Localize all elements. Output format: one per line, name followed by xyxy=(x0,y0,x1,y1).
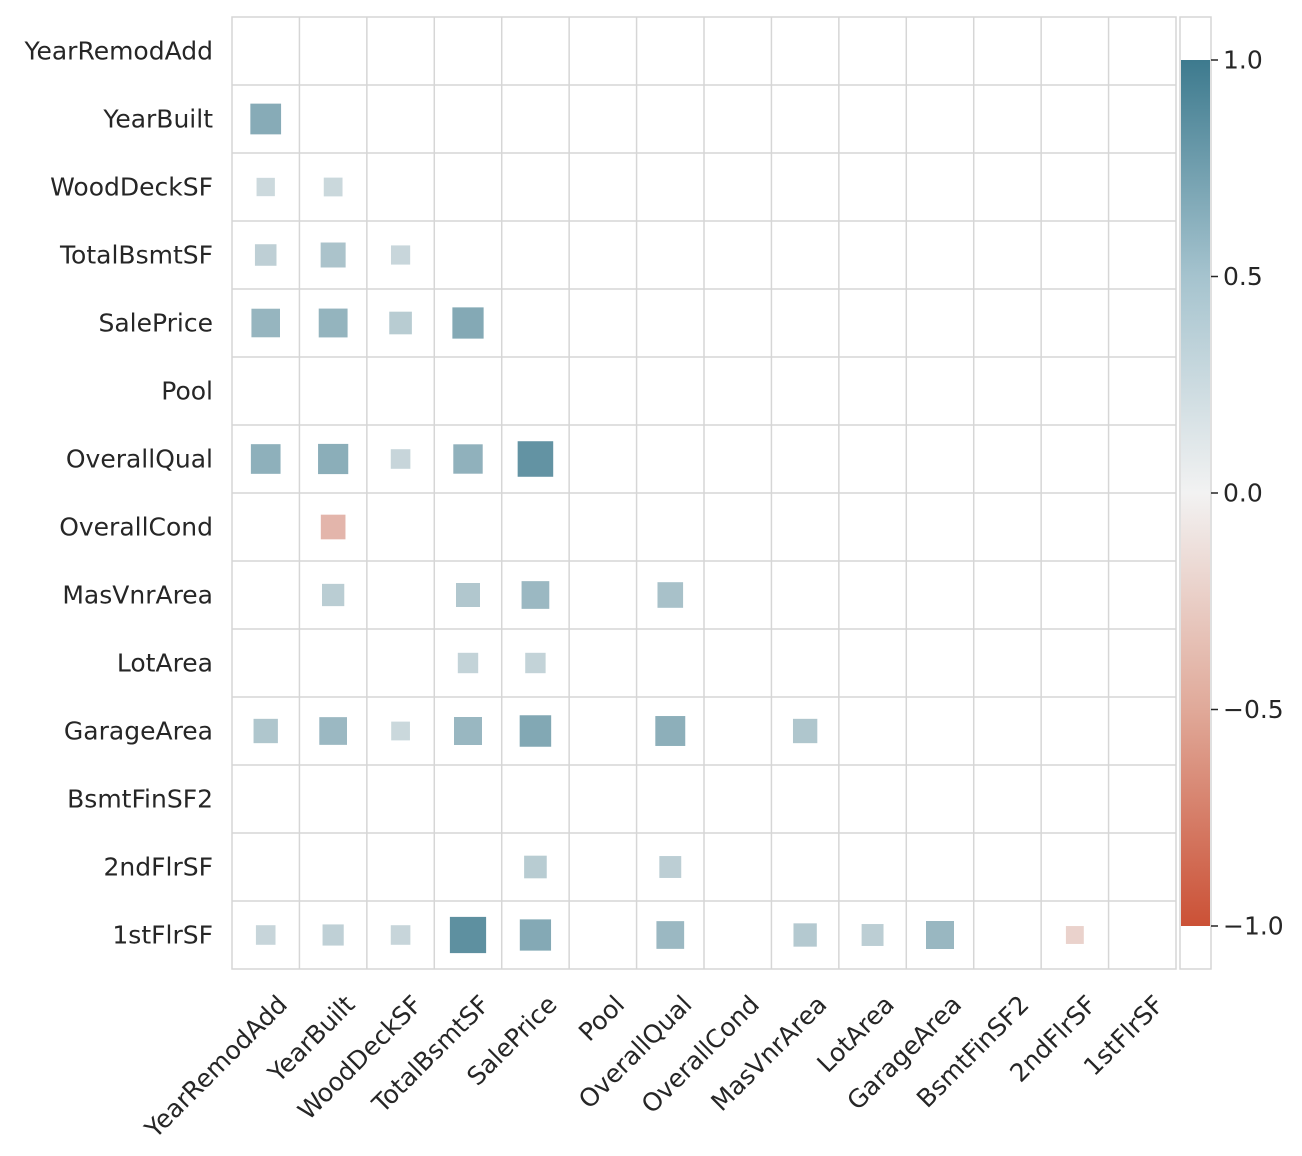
plot-border xyxy=(231,16,1177,970)
colorbar-tick-label: −1.0 xyxy=(1223,912,1284,941)
heatmap-cell xyxy=(519,715,552,747)
heatmap-cell xyxy=(256,177,275,197)
heatmap-cell xyxy=(318,443,349,475)
heatmap-cell xyxy=(926,921,954,949)
heatmap-cell xyxy=(517,441,554,477)
heatmap-cell xyxy=(659,856,682,878)
heatmap-cell xyxy=(320,242,346,268)
heatmap-cell xyxy=(456,583,480,607)
heatmap-cell xyxy=(253,718,278,744)
heatmap-cell xyxy=(657,582,684,608)
colorbar-gradient xyxy=(1181,60,1210,926)
heatmap-cell xyxy=(250,103,282,135)
heatmap-cell xyxy=(390,245,411,265)
heatmap-cell xyxy=(656,921,685,949)
heatmap-cell xyxy=(457,652,479,674)
colorbar-tick-label: −0.5 xyxy=(1223,695,1284,724)
y-tick-label: OverallCond xyxy=(59,513,213,542)
heatmap-cell xyxy=(319,717,347,745)
y-tick-label: SalePrice xyxy=(98,309,213,338)
heatmap-cell xyxy=(655,716,686,746)
colorbar-ticks: 1.0 0.5 0.0 −0.5 −1.0 xyxy=(1211,46,1284,941)
heatmap-cell xyxy=(391,721,410,741)
heatmap-cell xyxy=(452,307,484,339)
heatmap-cell xyxy=(323,177,343,197)
heatmap-cell xyxy=(524,855,547,879)
y-tick-label: BsmtFinSF2 xyxy=(67,785,213,814)
heatmap-cell xyxy=(390,925,411,945)
y-tick-label: Pool xyxy=(161,377,213,406)
x-tick-label: Pool xyxy=(573,990,630,1047)
heatmap-cell xyxy=(793,923,817,947)
y-tick-label: YearRemodAdd xyxy=(24,37,213,66)
grid xyxy=(232,17,1176,969)
y-tick-label: 2ndFlrSF xyxy=(104,853,213,882)
heatmap-cell xyxy=(521,581,550,609)
x-tick-label: OverallCond xyxy=(636,990,765,1119)
heatmap-cell xyxy=(322,924,344,946)
colorbar xyxy=(1179,16,1212,970)
heatmap-cell xyxy=(454,717,482,745)
colorbar-tick-label: 0.5 xyxy=(1223,262,1263,291)
colorbar-tick-label: 1.0 xyxy=(1223,46,1263,75)
y-tick-label: GarageArea xyxy=(64,717,213,746)
heatmap-cell xyxy=(251,308,280,338)
heatmap-cell xyxy=(792,718,818,744)
heatmap-cell xyxy=(322,583,345,607)
heatmap-cell xyxy=(318,308,348,338)
y-tick-labels: YearRemodAdd YearBuilt WoodDeckSF TotalBsmt… xyxy=(24,37,214,950)
y-tick-label: WoodDeckSF xyxy=(50,173,213,202)
x-tick-label: TotalBsmtSF xyxy=(366,990,495,1119)
heatmap-cell xyxy=(449,916,487,954)
heatmap-cell xyxy=(255,925,276,945)
heatmap-cells xyxy=(250,103,1084,954)
y-tick-label: LotArea xyxy=(117,649,213,678)
heatmap-cell xyxy=(254,244,277,266)
heatmap-cell xyxy=(525,652,546,674)
y-tick-label: OverallQual xyxy=(66,445,213,474)
heatmap-cell xyxy=(250,444,281,474)
heatmap-cell xyxy=(861,924,884,946)
heatmap-cell xyxy=(519,919,552,951)
x-tick-labels: YearRemodAddYearBuiltWoodDeckSFTotalBsmt… xyxy=(138,990,1169,1145)
y-tick-label: MasVnrArea xyxy=(62,581,213,610)
heatmap-cell xyxy=(390,449,411,469)
heatmap-cell xyxy=(453,444,483,474)
heatmap-cell xyxy=(389,311,412,335)
y-tick-label: YearBuilt xyxy=(102,105,213,134)
colorbar-tick-label: 0.0 xyxy=(1223,479,1263,508)
heatmap-cell xyxy=(1065,926,1084,944)
y-tick-label: TotalBsmtSF xyxy=(59,241,213,270)
y-tick-label: 1stFlrSF xyxy=(112,921,213,950)
heatmap-cell xyxy=(320,514,346,540)
